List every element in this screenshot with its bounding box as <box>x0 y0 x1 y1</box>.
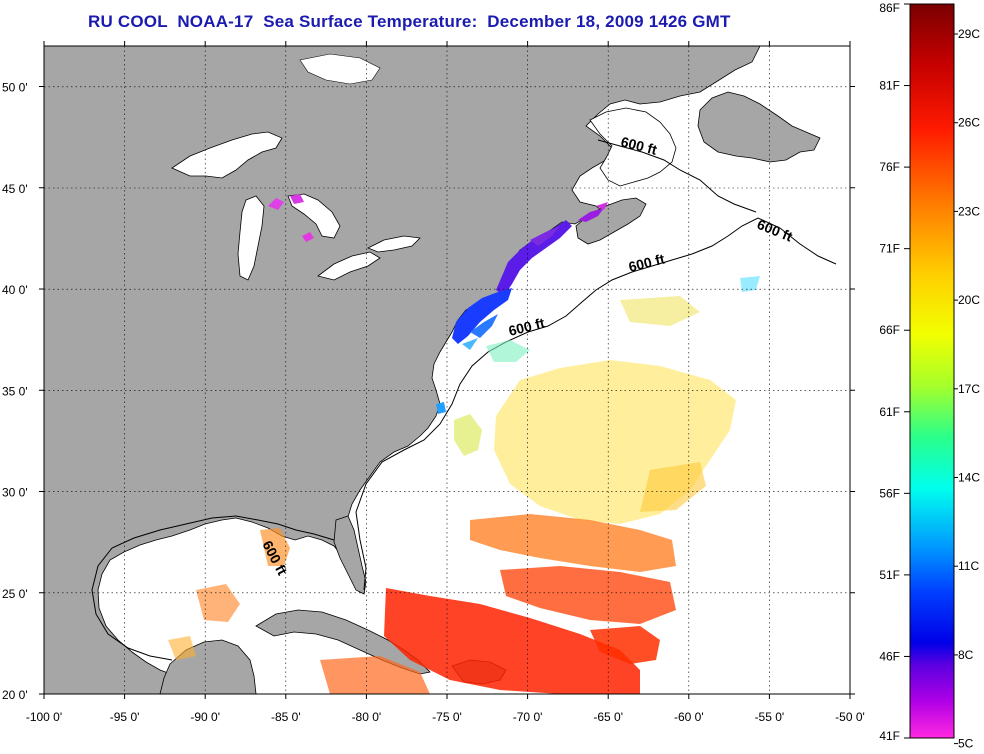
isobath-600ft-gulf <box>91 515 335 661</box>
colorbar-fahrenheit-labels: 86F 81F 76F 71F 66F 61F 56F 51F 46F 41F <box>879 1 910 743</box>
lon-tick-label: -60 0' <box>674 710 704 724</box>
map-layers: 600 ft 600 ft 600 ft 600 ft 600 ft <box>44 46 850 694</box>
graticule <box>44 46 850 694</box>
lon-tick-label: -55 0' <box>755 710 785 724</box>
lake-ontario <box>367 235 421 253</box>
longitude-ticks: -100 0' -95 0' -90 0' -85 0' -80 0' -75 0' -70… <box>26 41 865 724</box>
colorbar <box>909 3 955 739</box>
lon-tick-label: -50 0' <box>835 710 865 724</box>
cb-f-label: 56F <box>879 486 900 500</box>
lon-tick-label: -100 0' <box>26 710 62 724</box>
map-title: RU COOL NOAA-17 Sea Surface Temperature:… <box>88 12 731 31</box>
cb-f-label: 86F <box>879 1 900 15</box>
sst-mid-atlantic <box>454 276 760 524</box>
lon-tick-label: -70 0' <box>513 710 543 724</box>
lake-michigan <box>237 195 265 281</box>
land-newfoundland <box>697 91 821 163</box>
land-north-america <box>44 46 761 694</box>
land-cuba <box>255 609 431 675</box>
cb-c-label: 20C <box>958 293 980 307</box>
cb-f-label: 41F <box>879 729 900 743</box>
cb-f-label: 66F <box>879 323 900 337</box>
lat-tick-label: 45 0' <box>2 182 28 196</box>
lat-tick-label: 35 0' <box>2 384 28 398</box>
lat-tick-label: 40 0' <box>2 283 28 297</box>
lake-huron <box>287 193 341 239</box>
lake-erie <box>317 251 381 281</box>
cb-f-label: 81F <box>879 79 900 93</box>
cb-c-label: 17C <box>958 382 980 396</box>
cb-c-label: 29C <box>958 27 980 41</box>
lon-tick-label: -80 0' <box>352 710 382 724</box>
latitude-ticks: 20 0' 25 0' 30 0' 35 0' 40 0' 45 0' 50 0' <box>2 81 855 702</box>
cb-f-label: 46F <box>879 649 900 663</box>
cb-c-label: 23C <box>958 204 980 218</box>
lon-tick-label: -75 0' <box>432 710 462 724</box>
land-florida <box>333 515 367 595</box>
lon-tick-label: -65 0' <box>593 710 623 724</box>
lat-tick-label: 25 0' <box>2 587 28 601</box>
lon-tick-label: -85 0' <box>271 710 301 724</box>
northern-water <box>299 53 381 85</box>
sst-cold-shelf <box>268 194 608 414</box>
cb-f-label: 76F <box>879 160 900 174</box>
lat-tick-label: 50 0' <box>2 81 28 95</box>
cb-c-label: 14C <box>958 471 980 485</box>
lat-tick-label: 20 0' <box>2 688 28 702</box>
lon-tick-label: -90 0' <box>190 710 220 724</box>
cb-c-label: 11C <box>958 559 979 573</box>
isobath-600ft-atlantic <box>355 217 837 591</box>
lat-tick-label: 30 0' <box>2 486 28 500</box>
cb-c-label: 26C <box>958 116 980 130</box>
cb-f-label: 61F <box>879 405 900 419</box>
lake-superior <box>171 131 283 179</box>
cb-f-label: 51F <box>879 568 900 582</box>
gulf-st-lawrence <box>589 107 677 187</box>
sst-warm-south <box>168 514 676 694</box>
cb-c-label: 8C <box>958 648 974 662</box>
cb-c-label: 5C <box>958 737 974 751</box>
colorbar-celsius-labels: 29C 26C 23C 20C 17C 14C 11C 8C 5C <box>954 27 980 751</box>
lon-tick-label: -95 0' <box>110 710 140 724</box>
cb-f-label: 71F <box>879 242 900 256</box>
isobath-600ft-north <box>597 139 757 213</box>
